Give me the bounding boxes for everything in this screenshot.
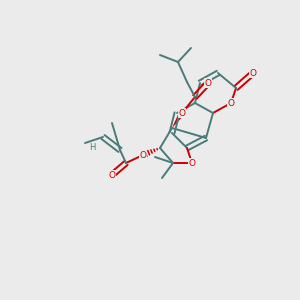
- Text: O: O: [109, 170, 116, 179]
- Polygon shape: [172, 111, 184, 128]
- Text: O: O: [140, 151, 146, 160]
- Text: O: O: [227, 98, 235, 107]
- Text: H: H: [89, 143, 95, 152]
- Text: O: O: [205, 79, 212, 88]
- Text: O: O: [188, 158, 196, 167]
- Text: O: O: [250, 68, 256, 77]
- Text: O: O: [178, 109, 185, 118]
